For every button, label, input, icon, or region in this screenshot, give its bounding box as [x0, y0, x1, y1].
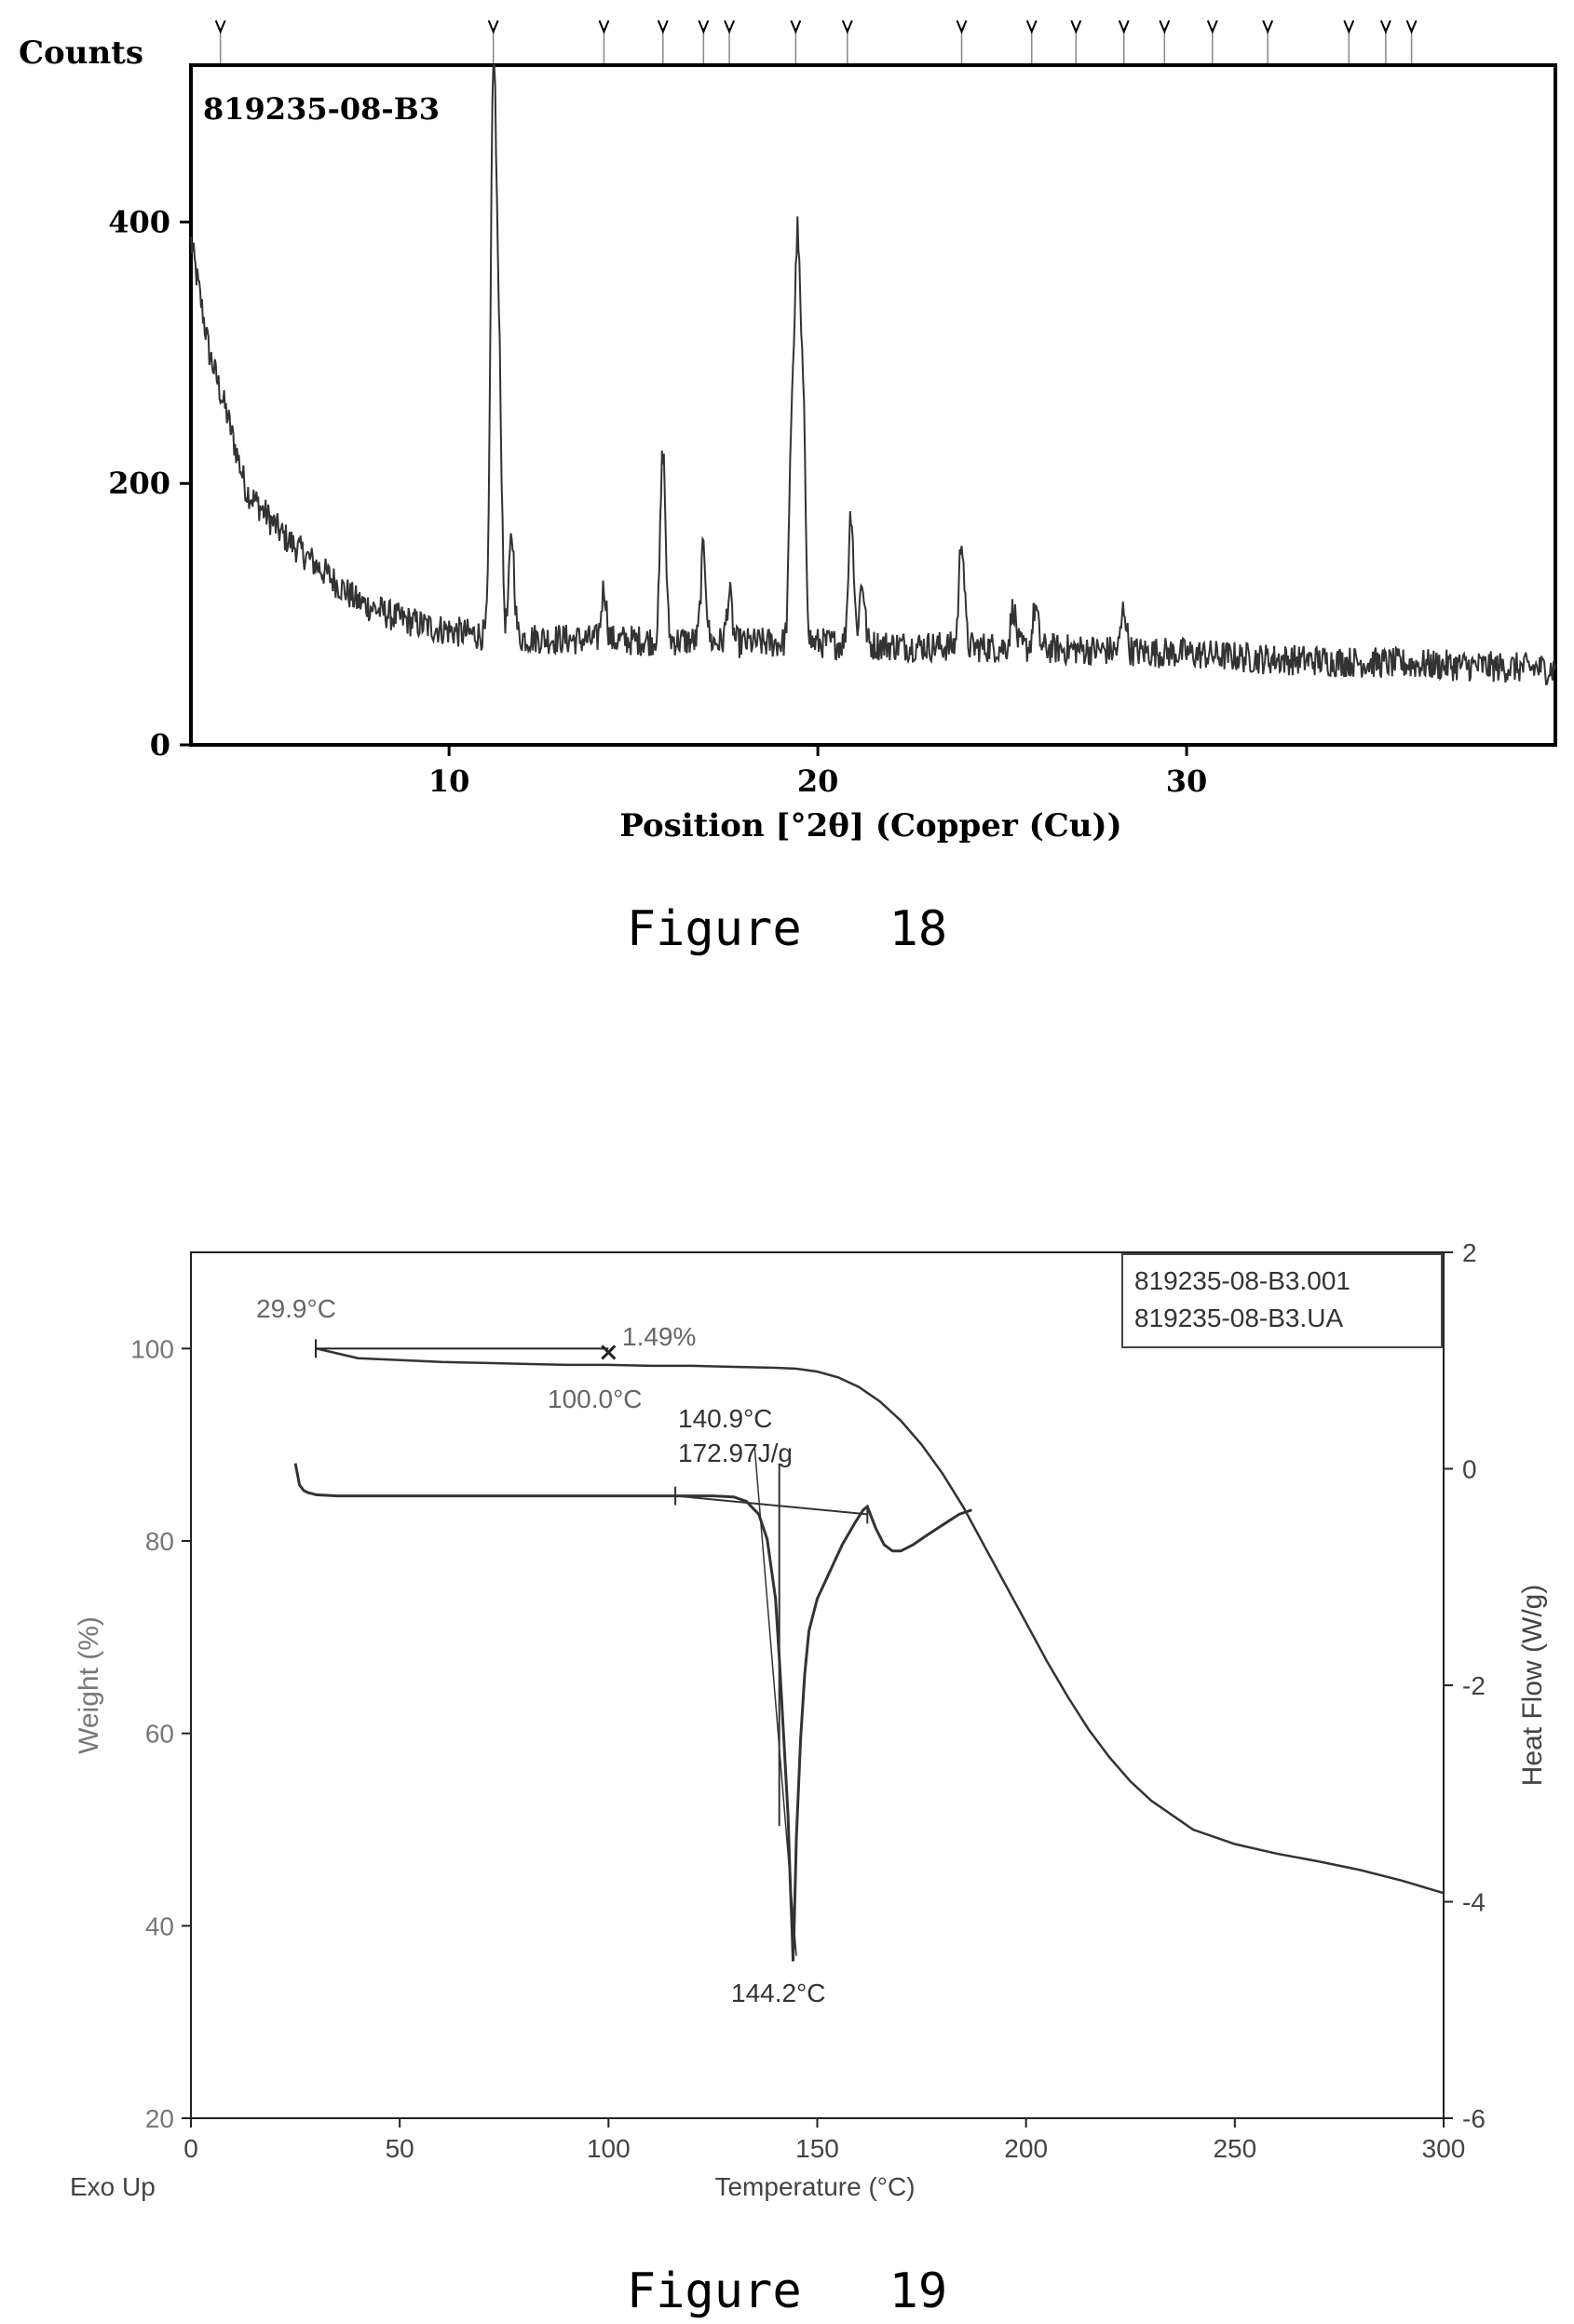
- xrd-axis-ticks: 10 20 30 0 200 400: [108, 204, 1207, 799]
- weight-axis-tick-label: 60: [145, 1720, 174, 1749]
- xrd-peak-marker-arrow: [1379, 20, 1391, 34]
- tga-x-tick-label: 100: [587, 2134, 631, 2163]
- xrd-x-tick-label: 10: [428, 763, 470, 799]
- exo-up-label: Exo Up: [70, 2172, 156, 2201]
- xrd-peak-marker-arrow: [956, 20, 968, 34]
- tga-xlabel: Temperature (°C): [714, 2172, 915, 2201]
- tga-dsc-chart: 0 50 100 150 200 250 300 20 40 60 80 100 -6 -4 -2 0 2 81…: [70, 1238, 1548, 2319]
- xrd-peak-marker-arrow: [1206, 20, 1218, 34]
- weight-curve: [316, 1347, 1445, 1895]
- xrd-peak-marker-arrow: [1159, 20, 1171, 34]
- tga-x-tick-label: 300: [1422, 2134, 1466, 2163]
- tga-x-tick-label: 200: [1004, 2134, 1048, 2163]
- xrd-peak-marker-arrow: [1025, 20, 1038, 34]
- xrd-peak-marker-arrow: [1262, 20, 1274, 34]
- xrd-y-tick-label: 400: [108, 204, 170, 239]
- xrd-chart: Counts 819235-08-B3 10 20 30 0 200 400 Positi…: [19, 20, 1557, 957]
- weight-step-marker: [601, 1344, 617, 1360]
- weight-axis-tick-label: 80: [145, 1527, 174, 1556]
- annotation-weight-loss: 1.49%: [622, 1322, 696, 1351]
- xrd-peak-markers: [214, 20, 1418, 65]
- xrd-x-tick-label: 30: [1166, 763, 1208, 799]
- heat-flow-axis-tick-label: -6: [1462, 2104, 1486, 2133]
- tga-x-tick-label: 150: [795, 2134, 839, 2163]
- analysis-constructions: [315, 1339, 869, 1956]
- figure-18-caption: Figure 18: [627, 901, 947, 957]
- tga-x-tick-label: 0: [183, 2134, 198, 2163]
- xrd-peak-marker-arrow: [657, 20, 669, 34]
- heat-flow-axis-label: Heat Flow (W/g): [1517, 1585, 1548, 1787]
- heat-flow-curve: [293, 1463, 972, 1962]
- xrd-xlabel: Position [°2θ] (Copper (Cu)): [619, 807, 1121, 844]
- heat-flow-axis-tick-label: -2: [1462, 1671, 1486, 1700]
- weight-axis-tick-label: 40: [145, 1912, 174, 1940]
- xrd-peak-marker-arrow: [598, 20, 610, 34]
- xrd-peak-marker-arrow: [1343, 20, 1355, 34]
- annotation-end-temp: 100.0°C: [548, 1385, 643, 1413]
- tga-axis-ticks: 0 50 100 150 200 250 300 20 40 60 80 100 -6 -4 -2 0 2: [130, 1238, 1486, 2163]
- weight-axis-tick-label: 20: [145, 2104, 174, 2133]
- xrd-x-tick-label: 20: [797, 763, 839, 799]
- xrd-diffraction-trace: [190, 64, 1556, 686]
- xrd-ylabel: Counts: [19, 34, 143, 72]
- xrd-sample-label: 819235-08-B3: [203, 91, 440, 127]
- annotation-melt-onset: 140.9°C: [678, 1404, 773, 1433]
- xrd-peak-marker-arrow: [214, 20, 226, 34]
- tga-x-tick-label: 250: [1213, 2134, 1256, 2163]
- annotation-melt-peak: 144.2°C: [731, 1979, 826, 2007]
- dsc-integration-baseline: [674, 1494, 868, 1516]
- xrd-peak-marker-arrow: [1118, 20, 1130, 34]
- xrd-plot-frame: [189, 63, 1557, 747]
- xrd-y-tick-label: 200: [108, 466, 170, 501]
- legend: 819235-08-B3.001 819235-08-B3.UA: [1121, 1253, 1443, 1348]
- heat-flow-axis-tick-label: -4: [1462, 1888, 1486, 1917]
- xrd-peak-marker-arrow: [790, 20, 802, 34]
- heat-flow-axis-tick-label: 0: [1462, 1455, 1477, 1484]
- legend-box: [1121, 1253, 1443, 1348]
- heat-flow-axis-tick-label: 2: [1462, 1238, 1477, 1267]
- weight-axis-tick-label: 100: [130, 1334, 174, 1363]
- xrd-peak-marker-arrow: [698, 20, 710, 34]
- annotation-enthalpy: 172.97J/g: [678, 1439, 793, 1467]
- xrd-peak-marker-arrow: [1405, 20, 1418, 34]
- legend-entry: 819235-08-B3.001: [1134, 1266, 1350, 1295]
- xrd-peak-marker-arrow: [487, 20, 499, 34]
- tga-x-tick-label: 50: [386, 2134, 414, 2163]
- xrd-peak-marker-arrow: [841, 20, 853, 34]
- figure-19-caption: Figure 19: [627, 2263, 947, 2319]
- xrd-peak-marker-arrow: [1070, 20, 1082, 34]
- weight-axis-label: Weight (%): [74, 1616, 104, 1754]
- legend-entry: 819235-08-B3.UA: [1134, 1304, 1343, 1332]
- dsc-tangent-line: [753, 1447, 797, 1956]
- annotation-onset-temp: 29.9°C: [256, 1294, 336, 1323]
- xrd-peak-marker-arrow: [724, 20, 736, 34]
- xrd-y-tick-label: 0: [150, 727, 170, 763]
